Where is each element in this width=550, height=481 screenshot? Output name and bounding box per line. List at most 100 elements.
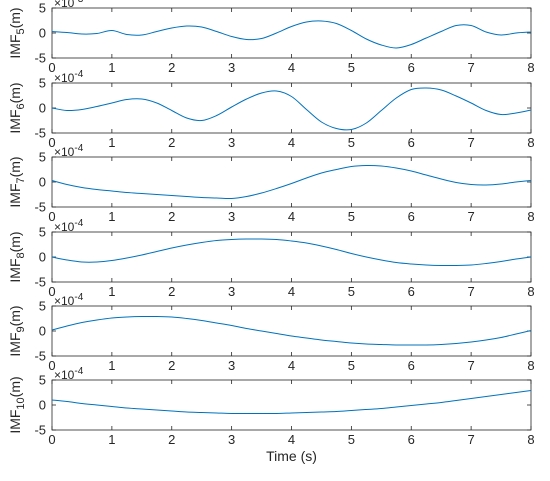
y-axis-label: IMF6(m) — [7, 82, 27, 133]
y-label-main: IMF — [7, 110, 23, 134]
y-tick-label: 0 — [39, 26, 46, 41]
x-tick-label: 7 — [468, 284, 475, 299]
y-label-unit: (m) — [7, 7, 23, 28]
x-tick-label: 4 — [288, 358, 295, 373]
y-label-main: IMF — [7, 184, 23, 208]
x-tick-label: 2 — [168, 60, 175, 75]
exponent-power: -4 — [74, 366, 83, 377]
exponent-label: ×10-4 — [54, 143, 84, 159]
y-axis-label: IMF7(m) — [7, 156, 27, 207]
y-tick-label: 5 — [39, 76, 46, 91]
x-tick-label: 5 — [348, 209, 355, 224]
exponent-base: ×10 — [54, 0, 75, 10]
exponent-power: -4 — [74, 69, 83, 80]
x-tick-label: 0 — [48, 135, 55, 150]
axes-box — [51, 231, 532, 283]
y-label-unit: (m) — [7, 231, 23, 252]
exponent-power: -4 — [74, 292, 83, 303]
exponent-power: -4 — [74, 143, 83, 154]
x-tick-label: 8 — [527, 432, 534, 447]
x-tick-label: 0 — [48, 60, 55, 75]
axes-box — [51, 82, 532, 134]
y-tick-label: -5 — [34, 200, 46, 215]
x-tick-label: 6 — [408, 60, 415, 75]
y-label-subscript: 6 — [15, 103, 27, 109]
y-label-main: IMF — [7, 259, 23, 283]
axes-box — [51, 156, 532, 208]
x-tick-label: 4 — [288, 135, 295, 150]
axes-box — [51, 7, 532, 59]
y-tick-label: 5 — [39, 225, 46, 240]
imf5-series-line — [51, 20, 532, 49]
x-tick-label: 0 — [48, 284, 55, 299]
x-tick-label: 3 — [228, 432, 235, 447]
x-tick-label: 1 — [108, 209, 115, 224]
x-tick-label: 2 — [168, 135, 175, 150]
exponent-power: -3 — [74, 0, 83, 5]
y-label-unit: (m) — [7, 305, 23, 326]
x-tick-label: 8 — [527, 284, 534, 299]
x-tick-label: 4 — [288, 432, 295, 447]
x-tick-label: 4 — [288, 209, 295, 224]
exponent-base: ×10 — [54, 294, 75, 308]
x-tick-label: 5 — [348, 432, 355, 447]
x-tick-label: 2 — [168, 432, 175, 447]
x-tick-label: 8 — [527, 358, 534, 373]
x-tick-label: 1 — [108, 284, 115, 299]
x-tick-label: 6 — [408, 284, 415, 299]
x-tick-label: 3 — [228, 358, 235, 373]
exponent-label: ×10-4 — [54, 69, 84, 85]
y-label-unit: (m) — [7, 82, 23, 103]
x-tick-label: 5 — [348, 135, 355, 150]
y-label-subscript: 9 — [15, 326, 27, 332]
y-tick-label: -5 — [34, 126, 46, 141]
x-tick-label: 3 — [228, 209, 235, 224]
y-label-main: IMF — [7, 410, 23, 434]
imf6-series-line — [51, 87, 532, 131]
exponent-base: ×10 — [54, 71, 75, 85]
exponent-label: ×10-3 — [54, 0, 84, 10]
y-tick-label: 0 — [39, 398, 46, 413]
x-tick-label: 1 — [108, 135, 115, 150]
imf8-series-line — [51, 238, 532, 267]
exponent-base: ×10 — [54, 368, 75, 382]
x-tick-label: 8 — [527, 209, 534, 224]
y-axis-label: IMF10(m) — [7, 376, 27, 433]
x-tick-label: 0 — [48, 432, 55, 447]
x-tick-label: 2 — [168, 284, 175, 299]
y-axis-label: IMF9(m) — [7, 305, 27, 356]
x-tick-label: 6 — [408, 209, 415, 224]
x-tick-label: 5 — [348, 60, 355, 75]
exponent-label: ×10-4 — [54, 218, 84, 234]
x-tick-label: 0 — [48, 358, 55, 373]
y-tick-label: 5 — [39, 299, 46, 314]
axes-box — [51, 305, 532, 357]
y-label-subscript: 5 — [15, 28, 27, 34]
x-tick-label: 5 — [348, 284, 355, 299]
x-tick-label: 0 — [48, 209, 55, 224]
x-tick-label: 1 — [108, 358, 115, 373]
y-tick-label: 0 — [39, 175, 46, 190]
x-tick-label: 7 — [468, 432, 475, 447]
imf9-series-line — [51, 315, 532, 346]
x-tick-label: 4 — [288, 284, 295, 299]
y-label-subscript: 7 — [15, 177, 27, 183]
y-tick-label: 5 — [39, 1, 46, 16]
axes-box — [51, 379, 532, 431]
x-tick-label: 5 — [348, 358, 355, 373]
y-label-unit: (m) — [7, 376, 23, 397]
x-tick-label: 8 — [527, 60, 534, 75]
x-tick-label: 1 — [108, 432, 115, 447]
x-tick-label: 6 — [408, 432, 415, 447]
y-label-unit: (m) — [7, 156, 23, 177]
exponent-base: ×10 — [54, 145, 75, 159]
x-tick-label: 7 — [468, 358, 475, 373]
imf7-series-line — [51, 164, 532, 200]
x-tick-label: 7 — [468, 209, 475, 224]
y-tick-label: -5 — [34, 51, 46, 66]
